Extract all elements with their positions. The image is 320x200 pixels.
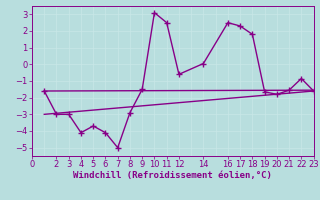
X-axis label: Windchill (Refroidissement éolien,°C): Windchill (Refroidissement éolien,°C) xyxy=(73,171,272,180)
